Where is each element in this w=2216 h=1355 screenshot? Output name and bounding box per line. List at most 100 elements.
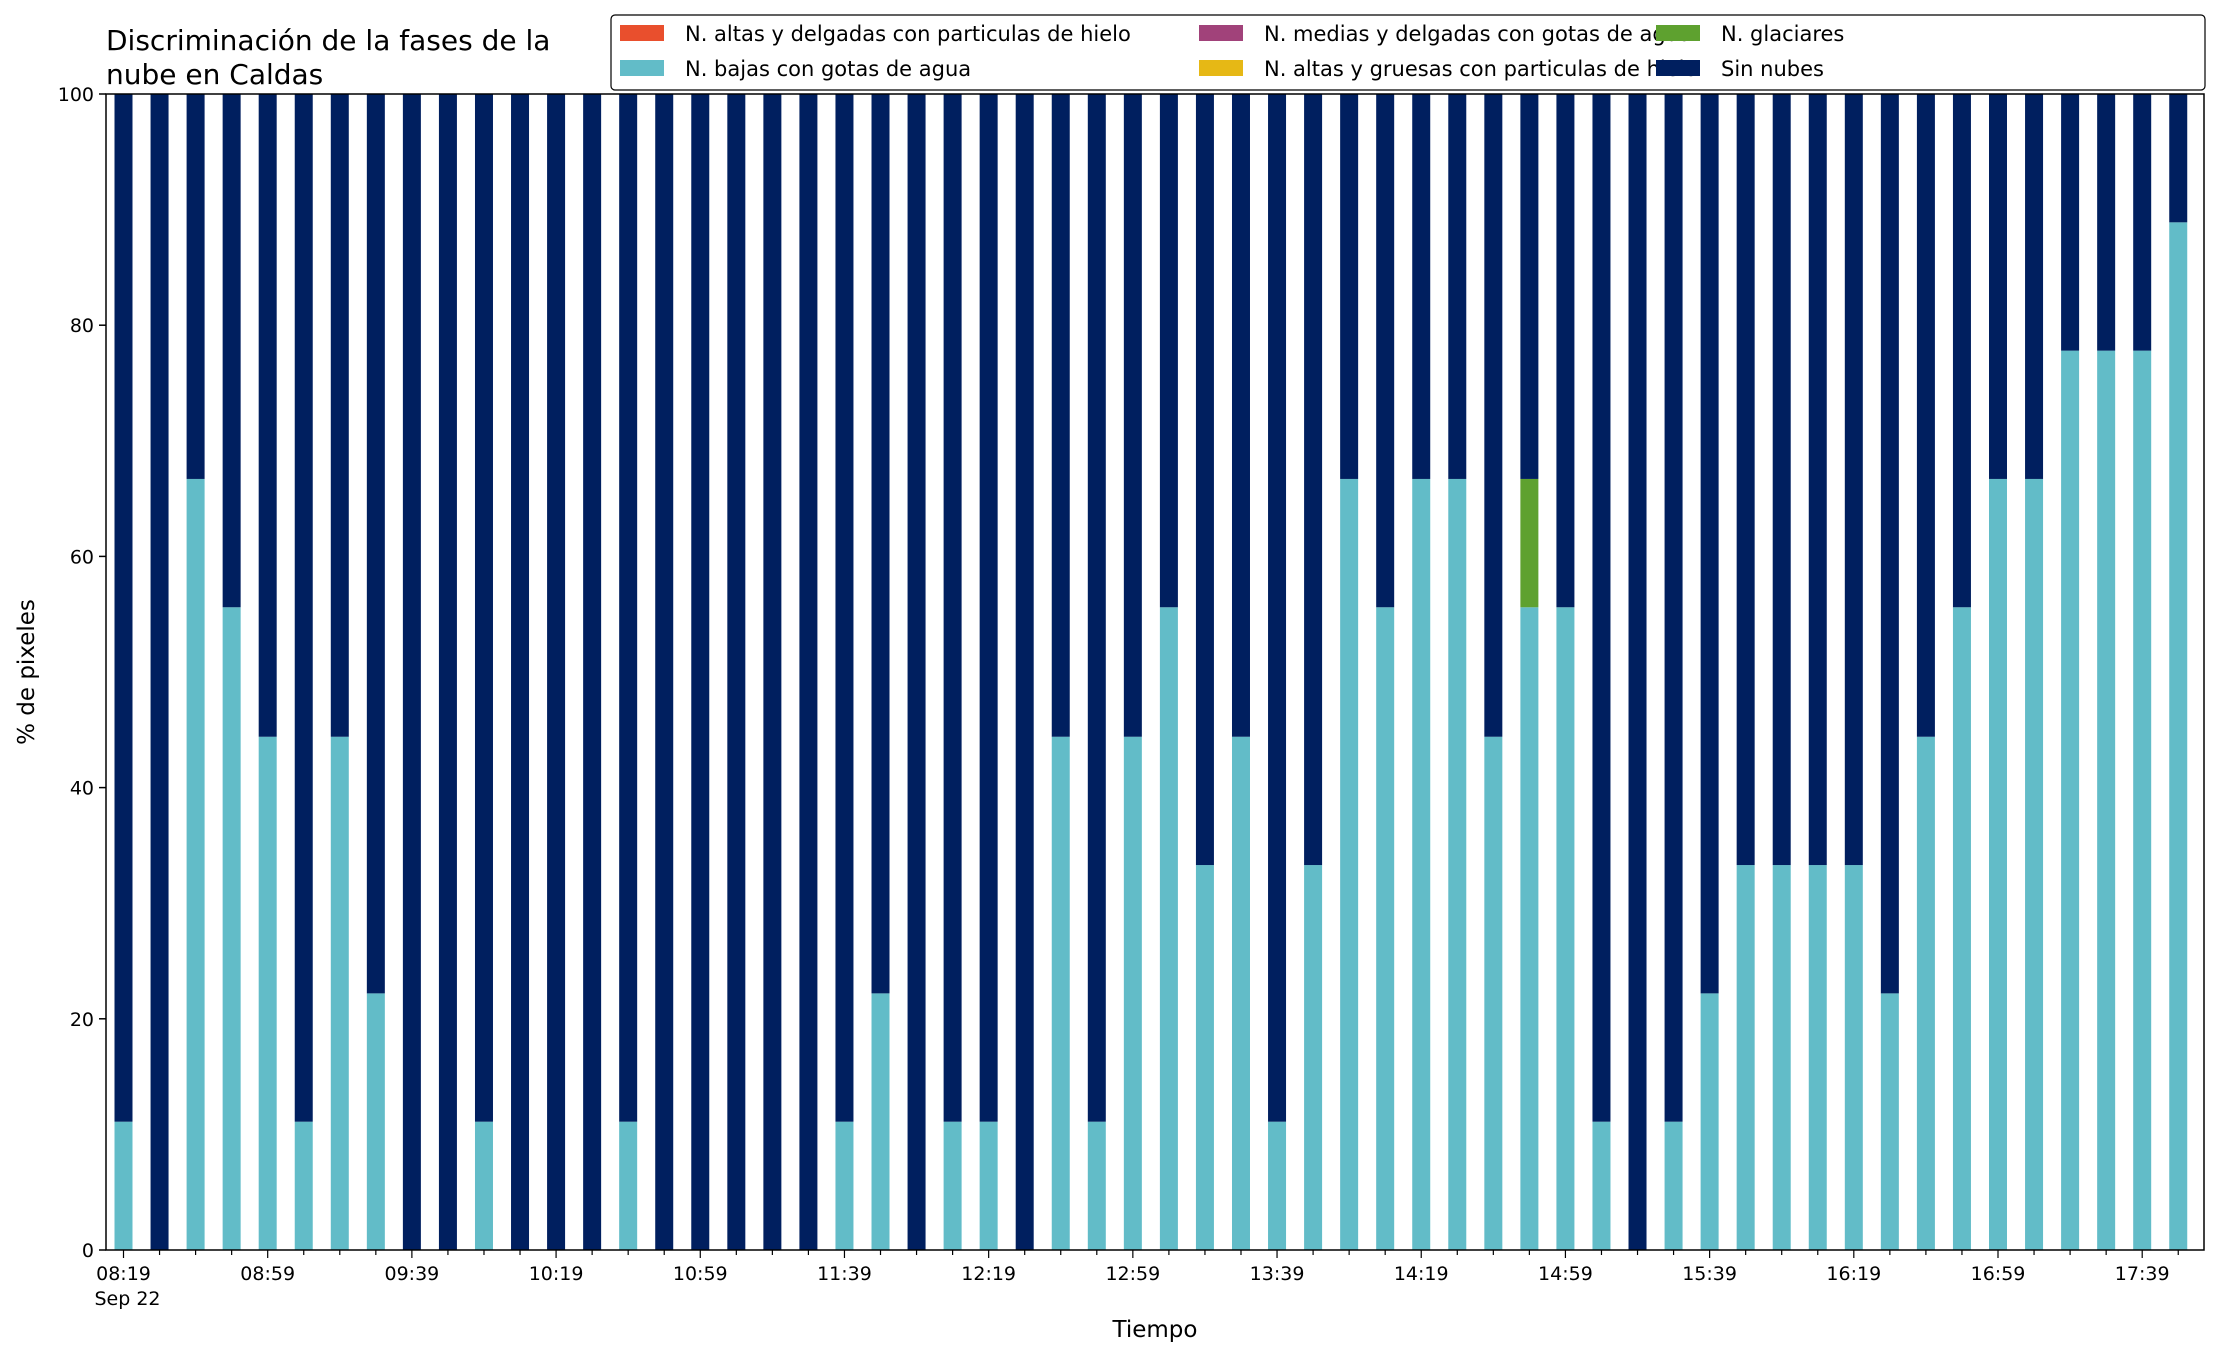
bar-segment-37-series-5 [1448, 94, 1467, 479]
bar-segment-26-series-2 [1051, 736, 1070, 1250]
legend-label-5: Sin nubes [1721, 57, 1824, 81]
bar-segment-23-series-5 [943, 94, 962, 1122]
bar-segment-52-series-2 [1989, 478, 2007, 1250]
bar-segment-49-series-5 [1880, 94, 1899, 994]
bar-segment-57-series-2 [2169, 222, 2188, 1250]
y-tick-label-3: 60 [70, 546, 94, 568]
bar-segment-44-series-2 [1700, 993, 1719, 1250]
x-tick-label-2: 09:39 [385, 1263, 440, 1285]
bars-layer [114, 94, 2188, 1250]
bar-segment-6-series-5 [330, 94, 349, 737]
bar-segment-33-series-2 [1304, 865, 1323, 1250]
legend-label-0: N. altas y delgadas con particulas de hi… [685, 22, 1131, 46]
x-tick-label-12: 16:19 [1826, 1263, 1881, 1285]
y-tick-label-4: 80 [70, 315, 94, 337]
bar-segment-28-series-2 [1123, 736, 1142, 1250]
bar-segment-20-series-5 [835, 94, 854, 1122]
bar-segment-54-series-5 [2061, 94, 2080, 351]
x-tick-label-3: 10:19 [529, 1263, 584, 1285]
bar-segment-56-series-5 [2133, 94, 2152, 351]
bar-segment-17-series-5 [727, 94, 746, 1250]
bar-segment-2-series-2 [186, 478, 205, 1250]
bar-segment-50-series-5 [1916, 94, 1935, 737]
bar-segment-53-series-5 [2025, 94, 2044, 479]
legend: N. altas y delgadas con particulas de hi… [610, 14, 2206, 91]
bar-segment-43-series-2 [1664, 1121, 1683, 1250]
bar-segment-41-series-5 [1592, 94, 1611, 1122]
bar-segment-33-series-5 [1304, 94, 1323, 866]
bar-segment-53-series-2 [2025, 478, 2044, 1250]
bar-segment-30-series-2 [1195, 865, 1214, 1250]
bar-segment-12-series-5 [547, 94, 566, 1250]
x-tick-label-10: 14:59 [1538, 1263, 1593, 1285]
bar-segment-31-series-5 [1231, 94, 1250, 737]
plot-frame [105, 93, 2205, 1251]
bar-segment-46-series-5 [1772, 94, 1791, 866]
bar-segment-52-series-5 [1989, 94, 2007, 479]
bar-segment-35-series-2 [1376, 607, 1395, 1250]
legend-swatch-0 [620, 25, 664, 41]
x-tick-label-11: 15:39 [1682, 1263, 1737, 1285]
bar-segment-2-series-5 [186, 94, 205, 479]
bar-segment-15-series-5 [655, 94, 674, 1250]
legend-label-2: N. bajas con gotas de agua [685, 57, 971, 81]
x-tick-label-0: 08:19 [96, 1263, 151, 1285]
bar-segment-0-series-2 [114, 1121, 133, 1250]
bar-segment-6-series-2 [330, 736, 349, 1250]
legend-swatch-5 [1656, 60, 1700, 76]
bar-segment-45-series-5 [1736, 94, 1755, 866]
bar-segment-56-series-2 [2133, 350, 2152, 1250]
bar-segment-28-series-5 [1123, 94, 1142, 737]
bar-segment-47-series-2 [1808, 865, 1827, 1250]
bar-segment-39-series-2 [1520, 607, 1539, 1250]
legend-swatch-3 [1656, 25, 1700, 41]
bar-segment-20-series-2 [835, 1121, 854, 1250]
bar-segment-42-series-5 [1628, 94, 1647, 1250]
bar-segment-10-series-5 [474, 94, 493, 1122]
x-tick-label-13: 16:59 [1971, 1263, 2026, 1285]
bar-segment-11-series-5 [511, 94, 530, 1250]
y-tick-label-0: 0 [82, 1240, 94, 1262]
bar-segment-51-series-2 [1952, 607, 1971, 1250]
bar-segment-25-series-5 [1015, 94, 1034, 1250]
bar-segment-3-series-2 [222, 607, 241, 1250]
bar-segment-5-series-5 [294, 94, 313, 1122]
x-tick-label-7: 12:59 [1105, 1263, 1160, 1285]
bar-segment-43-series-5 [1664, 94, 1683, 1122]
bar-segment-46-series-2 [1772, 865, 1791, 1250]
bar-segment-23-series-2 [943, 1121, 962, 1250]
bar-segment-48-series-2 [1844, 865, 1863, 1250]
bar-segment-10-series-2 [474, 1121, 493, 1250]
legend-label-3: N. glaciares [1721, 22, 1844, 46]
bar-segment-41-series-2 [1592, 1121, 1611, 1250]
bar-segment-24-series-2 [979, 1121, 998, 1250]
legend-swatch-2 [620, 60, 664, 76]
x-date-label: Sep 22 [94, 1288, 160, 1310]
y-tick-label-2: 40 [70, 778, 94, 800]
y-tick-label-1: 20 [70, 1009, 94, 1031]
bar-segment-55-series-2 [2097, 350, 2116, 1250]
bar-segment-19-series-5 [799, 94, 818, 1250]
bar-segment-7-series-2 [366, 993, 385, 1250]
bar-segment-31-series-2 [1231, 736, 1250, 1250]
bar-segment-27-series-2 [1087, 1121, 1106, 1250]
bar-segment-18-series-5 [763, 94, 782, 1250]
bar-segment-7-series-5 [366, 94, 385, 994]
bar-segment-34-series-5 [1340, 94, 1359, 479]
bar-segment-4-series-5 [258, 94, 277, 737]
bar-segment-3-series-5 [222, 94, 241, 608]
bar-segment-9-series-5 [438, 94, 457, 1250]
bar-segment-37-series-2 [1448, 478, 1467, 1250]
bar-segment-13-series-5 [583, 94, 602, 1250]
bar-segment-40-series-2 [1556, 607, 1575, 1250]
bar-segment-34-series-2 [1340, 478, 1359, 1250]
bar-segment-47-series-5 [1808, 94, 1827, 866]
bar-segment-38-series-5 [1484, 94, 1503, 737]
bar-segment-21-series-5 [871, 94, 890, 994]
bar-segment-5-series-2 [294, 1121, 313, 1250]
x-tick-label-4: 10:59 [673, 1263, 728, 1285]
bar-segment-49-series-2 [1880, 993, 1899, 1250]
bar-segment-4-series-2 [258, 736, 277, 1250]
legend-box [610, 14, 2206, 91]
